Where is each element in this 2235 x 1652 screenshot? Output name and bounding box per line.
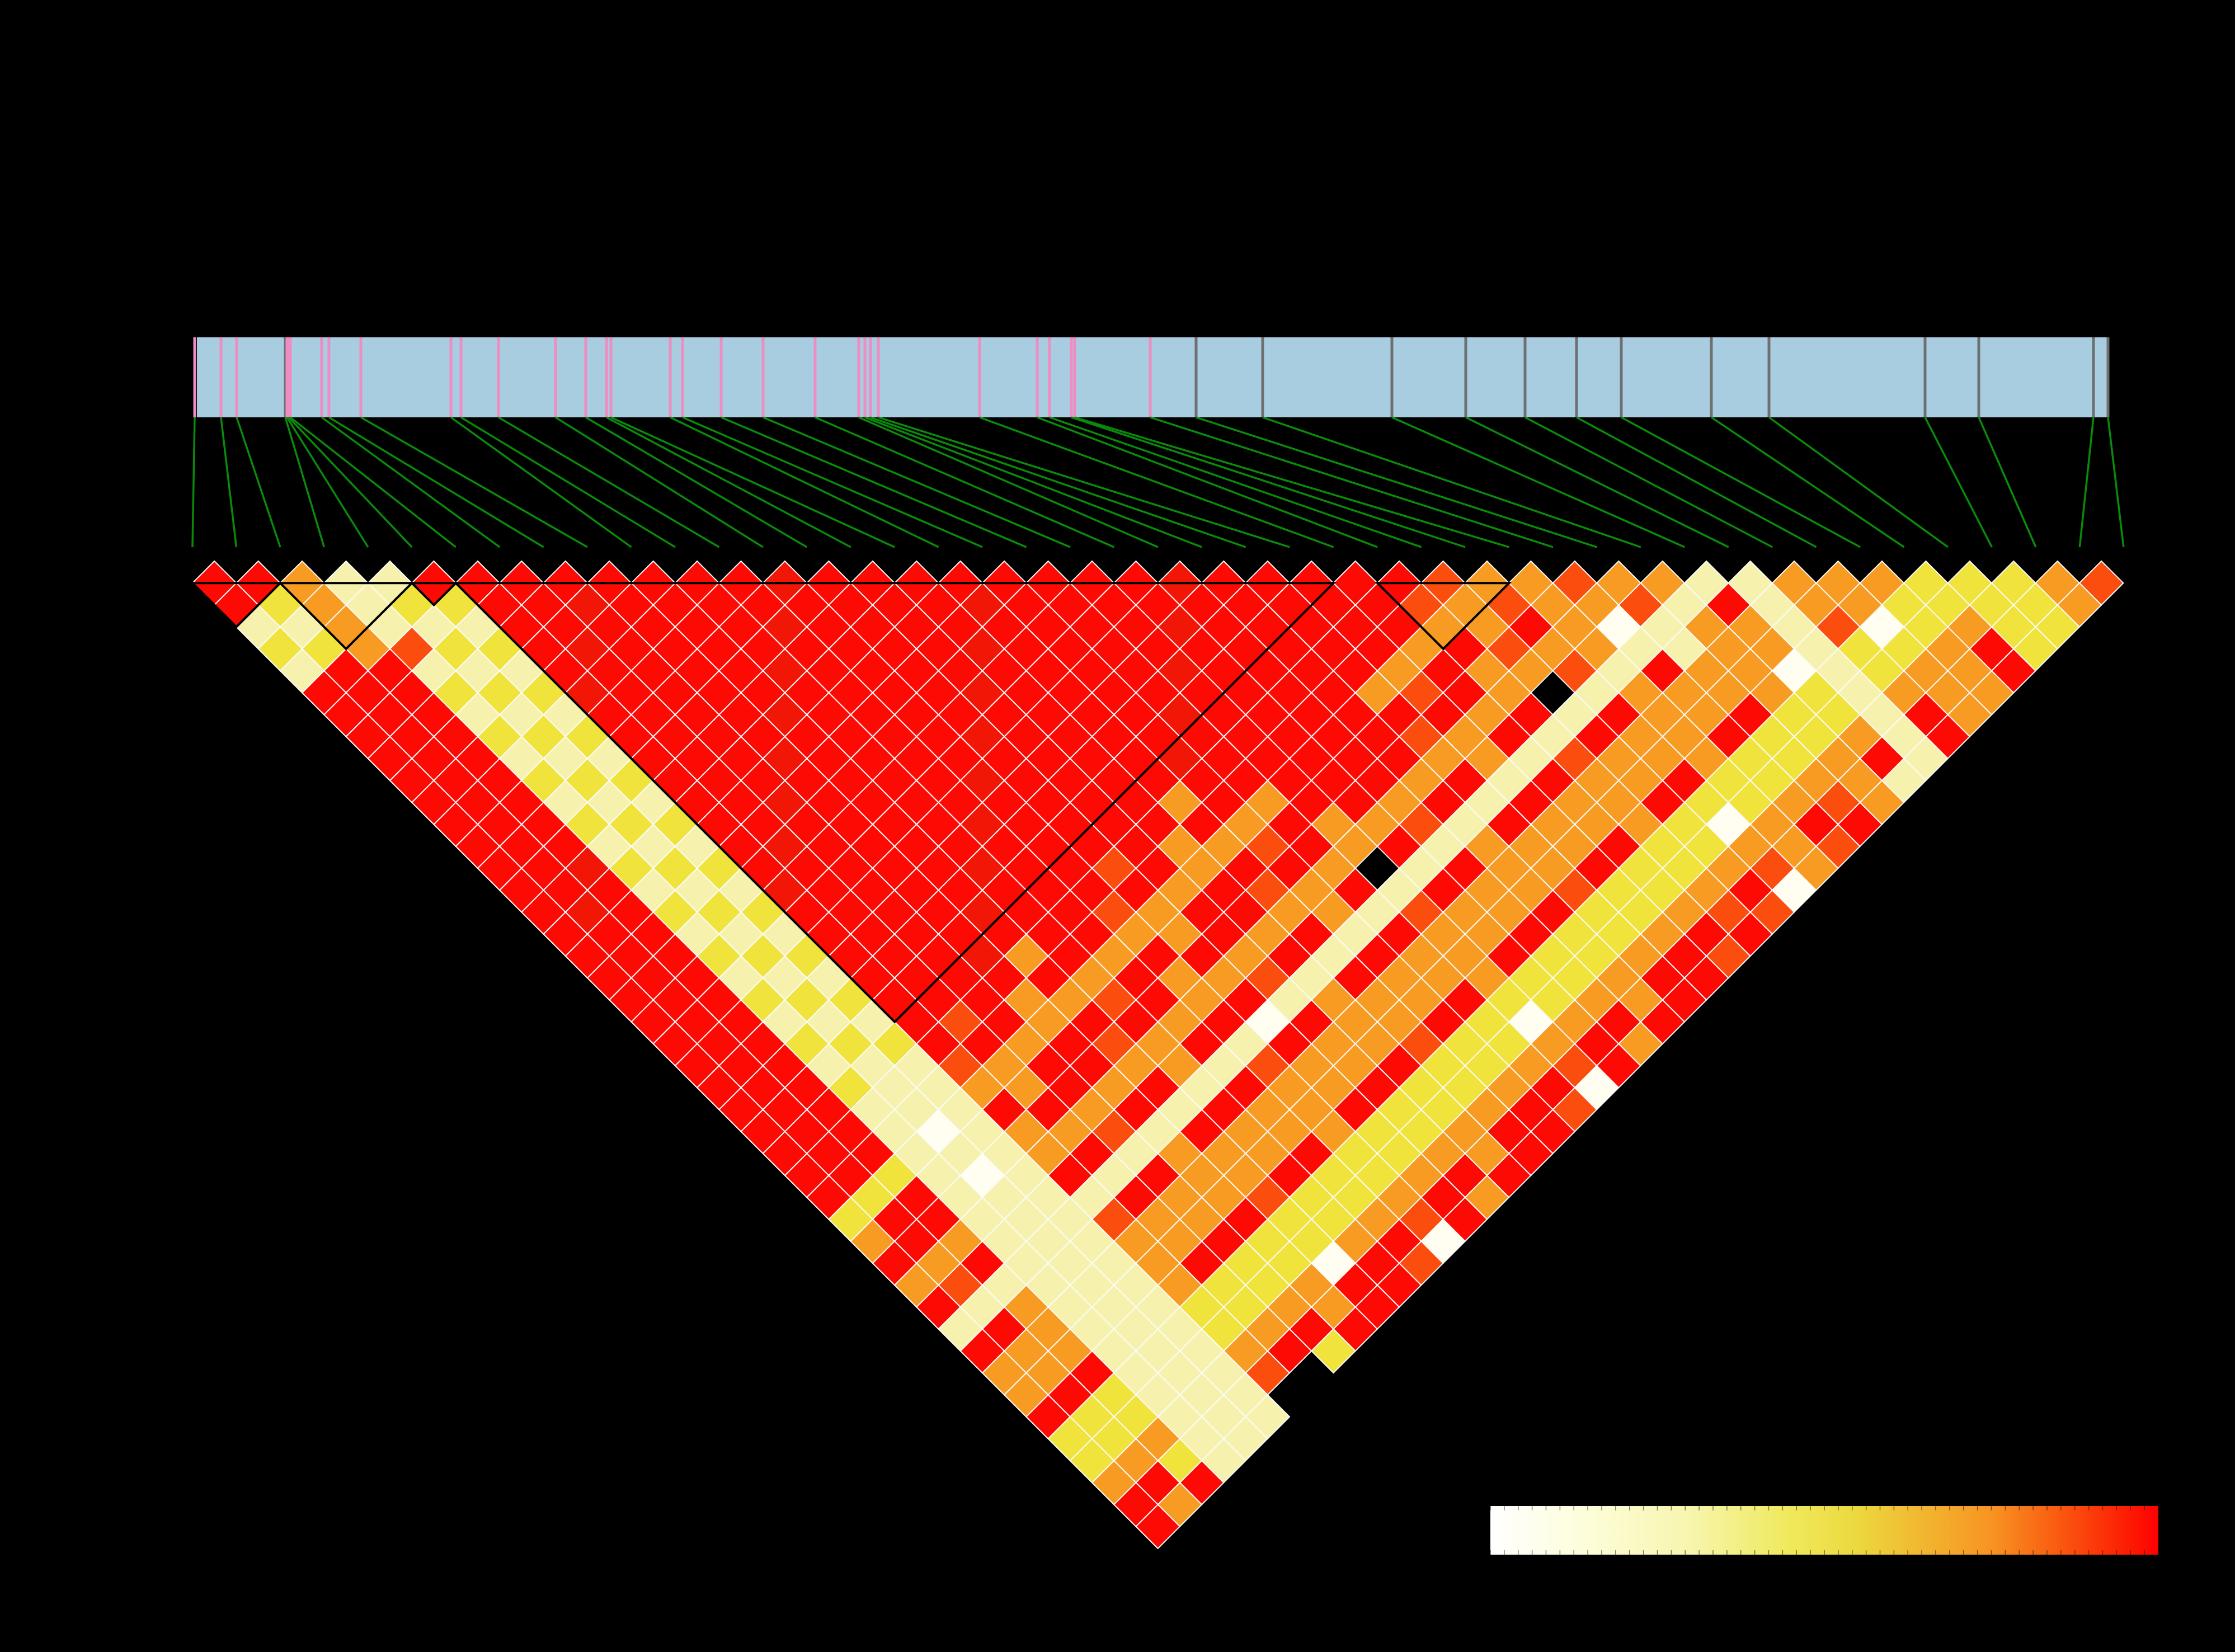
genomic-region-bar	[197, 337, 2108, 417]
snp-connector-line	[220, 417, 238, 548]
connector-line-group	[191, 416, 2125, 548]
snp-connector-line	[585, 416, 808, 548]
snp-connector-line	[1924, 417, 1993, 548]
snp-connector-line	[1262, 416, 1641, 548]
heatmap-cell-group	[191, 560, 2124, 1550]
snp-connector-line	[878, 416, 1290, 548]
snp-connector-line	[460, 416, 676, 548]
snp-connector-line	[1074, 416, 1510, 548]
snp-connector-line	[1196, 416, 1597, 548]
snp-connector-line	[858, 416, 1159, 548]
snp-connector-line	[555, 416, 764, 548]
snp-connector-line	[1768, 416, 1949, 548]
genomic-bar-group	[197, 337, 2108, 417]
snp-connector-line	[321, 416, 501, 548]
snp-connector-line	[191, 417, 196, 548]
snp-connector-line	[1049, 416, 1422, 548]
ld-cell	[1310, 1328, 1357, 1374]
snp-connector-line	[1524, 416, 1773, 548]
snp-connector-line	[763, 416, 1071, 548]
snp-connector-line	[2107, 417, 2125, 548]
snp-connector-line	[2078, 417, 2095, 548]
snp-connector-line	[1150, 416, 1554, 548]
snp-connector-line	[1071, 416, 1466, 548]
snp-connector-line	[1978, 417, 2037, 548]
snp-connector-line	[1621, 416, 1861, 548]
snp-connector-line	[450, 416, 632, 548]
snp-connector-line	[1711, 416, 1905, 548]
color-key-bar	[1490, 1506, 2158, 1555]
snp-connector-line	[682, 416, 983, 548]
color-key-group	[1490, 1506, 2159, 1555]
haplotype-block-outline	[453, 582, 1337, 1024]
snp-connector-line	[328, 416, 544, 548]
snp-connector-line	[498, 416, 720, 548]
snp-connector-line	[1465, 416, 1729, 548]
snp-connector-line	[979, 416, 1334, 548]
snp-connector-line	[864, 416, 1202, 548]
haplotype-block-outline	[277, 582, 415, 651]
snp-connector-line	[1037, 416, 1378, 548]
haplotype-block-outline	[190, 582, 283, 629]
snp-connector-line	[1576, 416, 1817, 548]
snp-connector-line	[1391, 416, 1686, 548]
snp-connector-line	[236, 417, 281, 548]
block-outline-group	[190, 582, 1512, 1024]
snp-connector-line	[610, 416, 895, 548]
haplotype-block-outline	[1375, 582, 1512, 651]
haplotype-block-outline	[409, 582, 459, 607]
snp-connector-line	[815, 416, 1115, 548]
snp-connector-line	[286, 417, 369, 548]
snp-connector-line	[721, 416, 1027, 548]
snp-connector-line	[284, 417, 326, 548]
snp-connector-line	[670, 416, 939, 548]
snp-connector-line	[288, 416, 413, 548]
snp-connector-line	[606, 416, 851, 548]
snp-connector-line	[870, 416, 1246, 548]
ld-cell	[1135, 1504, 1181, 1550]
snp-tick-group	[193, 337, 2110, 417]
snp-connector-line	[289, 416, 457, 548]
snp-connector-line	[360, 416, 588, 548]
